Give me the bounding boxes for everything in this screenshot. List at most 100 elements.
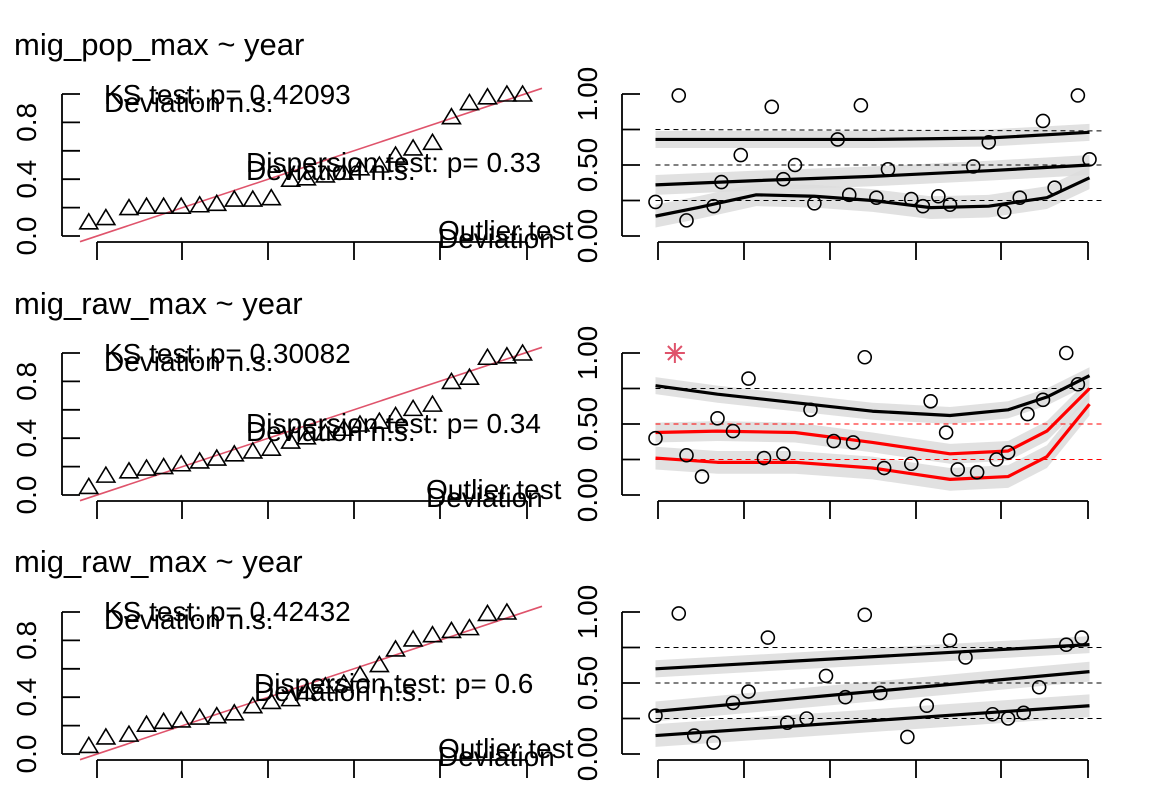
qq-point — [295, 427, 317, 445]
outlier-test-label: Outlier test — [438, 733, 574, 764]
qq-y-tick-label: 0.8 — [11, 362, 42, 401]
residual-point — [942, 633, 958, 648]
residual-plot: 0.00 0.50 1.00 — [572, 67, 1102, 264]
qq-point — [206, 706, 228, 724]
dispersion-deviation-label: Deviation n.s. — [246, 416, 416, 447]
residual-point — [1000, 711, 1016, 726]
residual-point — [1058, 345, 1074, 361]
qq-point — [223, 189, 245, 207]
dispersion-test-label: Dispersion test: p= 0.6 — [254, 668, 533, 699]
residual-point — [950, 462, 966, 477]
row-title: mig_raw_max ~ year — [14, 286, 303, 321]
residual-point — [931, 188, 946, 204]
dispersion-test-label: Dispersion test: p= 0.34 — [246, 408, 541, 439]
residual-point — [776, 446, 791, 462]
qq-point — [333, 418, 355, 437]
outlier-deviation-label: Deviation — [438, 741, 555, 772]
quantile-regression-line — [655, 374, 1091, 418]
residual-plot: 0.00 0.50 1.00 — [572, 326, 1102, 522]
qq-point — [496, 602, 518, 620]
qq-point — [314, 422, 336, 441]
qq-point — [496, 84, 518, 102]
qq-point — [349, 664, 371, 683]
outlier-test-label: Outlier test — [438, 215, 574, 246]
qq-point — [385, 145, 406, 163]
residual-point — [830, 132, 845, 147]
qq-point — [441, 107, 462, 125]
residual-point — [919, 698, 935, 714]
qq-point — [95, 727, 117, 745]
residual-point — [776, 171, 791, 187]
model-row: mig_pop_max ~ year 0.0 0.4 0.8 0.00 0.50 1.00… — [11, 27, 1102, 263]
qq-point — [402, 138, 424, 156]
residual-point — [779, 715, 795, 731]
residual-y-tick-label: 0.00 — [572, 209, 603, 264]
qq-point — [153, 196, 175, 214]
residual-point — [803, 402, 818, 418]
qq-y-tick-label: 0.0 — [11, 476, 42, 515]
qq-point — [459, 92, 480, 111]
residual-y-tick-label: 0.00 — [572, 727, 603, 782]
residual-point — [706, 198, 721, 214]
residual-point — [965, 159, 981, 174]
qq-point — [333, 162, 355, 180]
residual-y-tick-label: 1.00 — [572, 67, 603, 122]
residual-point — [942, 197, 958, 213]
residual-point — [1031, 679, 1047, 695]
residual-point — [733, 147, 749, 163]
residual-point — [686, 728, 702, 743]
residual-point — [706, 735, 721, 750]
qq-y-tick-label: 0.8 — [11, 103, 42, 142]
qq-point — [402, 398, 424, 417]
qq-point — [242, 696, 264, 714]
residual-point — [869, 190, 884, 205]
qq-point — [512, 84, 534, 102]
qq-point — [477, 603, 498, 622]
qq-point — [95, 465, 117, 483]
residual-point — [900, 729, 915, 745]
qq-y-tick-label: 0.4 — [11, 678, 42, 717]
qq-point — [260, 691, 282, 710]
qq-reference-line — [79, 605, 543, 761]
residual-point — [958, 650, 973, 665]
qq-point — [223, 703, 245, 721]
dispersion-deviation-label: Deviation n.s. — [246, 155, 416, 186]
qq-point — [189, 707, 211, 725]
residual-point — [1012, 190, 1028, 205]
qq-point — [422, 132, 443, 151]
residual-point — [1047, 180, 1062, 196]
residual-point — [996, 204, 1012, 220]
residual-point — [1016, 705, 1031, 721]
residual-point — [741, 371, 756, 386]
dispersion-test-label: Dispersion test: p= 0.33 — [246, 147, 541, 178]
residual-y-tick-label: 1.00 — [572, 585, 603, 640]
qq-point — [206, 448, 228, 466]
confidence-band — [655, 392, 1090, 491]
confidence-band — [655, 123, 1090, 148]
residual-point — [1020, 406, 1035, 422]
qq-plot: 0.0 0.4 0.8 — [11, 602, 543, 778]
row-title: mig_raw_max ~ year — [14, 544, 303, 579]
confidence-band — [655, 166, 1090, 228]
residual-point — [818, 668, 834, 684]
ks-test-label: KS test: p= 0.42432 — [104, 596, 351, 627]
qq-reference-line — [79, 87, 543, 243]
qq-point — [189, 195, 211, 213]
outlier-deviation-label: Deviation — [426, 482, 543, 513]
residual-y-tick-label: 0.50 — [572, 397, 603, 452]
qq-point — [118, 724, 140, 742]
residual-point — [741, 684, 756, 699]
qq-point — [170, 196, 192, 214]
row-title: mig_pop_max ~ year — [14, 27, 304, 62]
ks-deviation-label: Deviation n.s. — [104, 87, 274, 118]
confidence-band — [655, 378, 1090, 464]
qq-point — [136, 196, 157, 214]
qq-point — [295, 168, 317, 186]
qq-point — [78, 735, 100, 754]
residual-point — [799, 711, 814, 726]
ks-test-label: KS test: p= 0.42093 — [104, 79, 351, 110]
residual-point — [648, 194, 663, 210]
residual-point — [838, 689, 853, 705]
qq-plot: 0.0 0.4 0.8 — [11, 84, 543, 260]
residual-point — [938, 425, 954, 440]
